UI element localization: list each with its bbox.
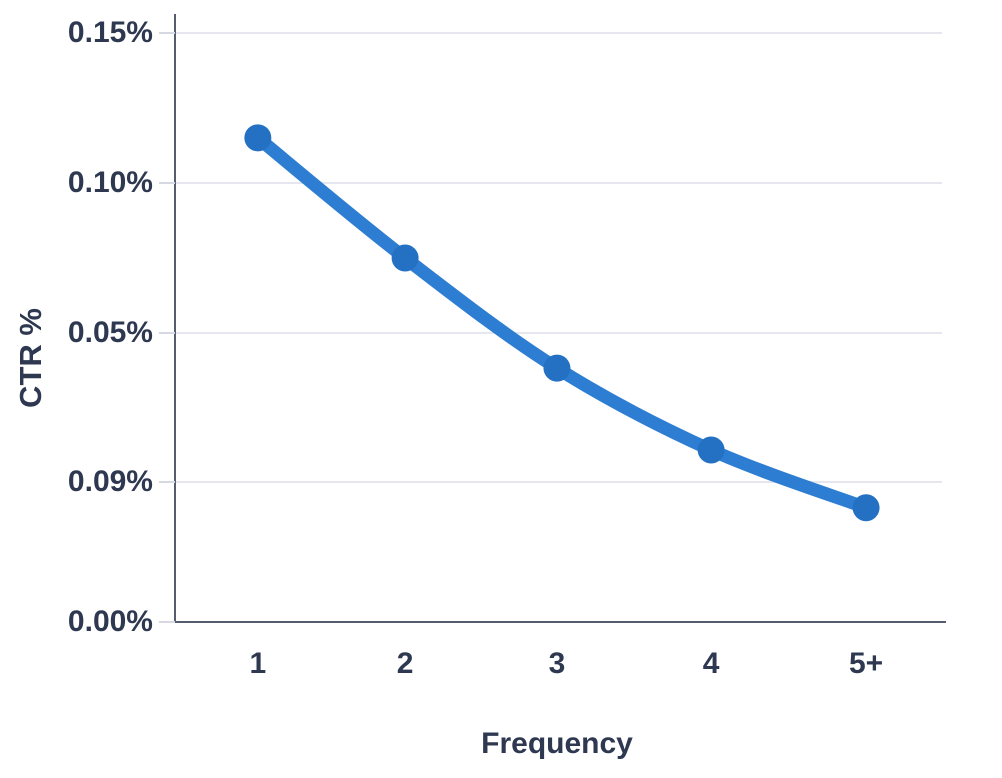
y-tick-mark bbox=[159, 32, 175, 34]
gridline bbox=[175, 32, 942, 34]
x-tick-label: 3 bbox=[548, 647, 566, 680]
data-point bbox=[697, 436, 725, 464]
data-point bbox=[852, 494, 880, 522]
gridline bbox=[175, 182, 942, 185]
y-tick-mark bbox=[159, 182, 175, 185]
y-tick-label: 0.09% bbox=[67, 464, 153, 498]
y-tick-label: 0.15% bbox=[67, 16, 153, 49]
x-tick-label: 2 bbox=[396, 647, 414, 680]
y-tick-label: 0.10% bbox=[67, 166, 153, 200]
data-point bbox=[543, 354, 571, 382]
data-point bbox=[244, 124, 272, 152]
y-tick-label: 0.00% bbox=[67, 605, 153, 638]
ctr-line bbox=[251, 131, 873, 515]
x-axis-line bbox=[174, 621, 946, 623]
x-tick-label: 1 bbox=[249, 647, 267, 680]
gridline bbox=[175, 331, 942, 334]
y-tick-mark bbox=[159, 331, 175, 334]
x-tick-label: 4 bbox=[702, 647, 720, 680]
y-tick-label: 0.05% bbox=[67, 315, 153, 349]
data-point bbox=[391, 244, 419, 272]
y-tick-mark bbox=[159, 480, 175, 483]
y-tick-mark bbox=[159, 621, 175, 623]
gridline bbox=[175, 480, 942, 483]
x-tick-label: 5+ bbox=[848, 647, 884, 680]
y-axis-line bbox=[174, 14, 176, 623]
x-axis-title: Frequency bbox=[481, 727, 633, 760]
